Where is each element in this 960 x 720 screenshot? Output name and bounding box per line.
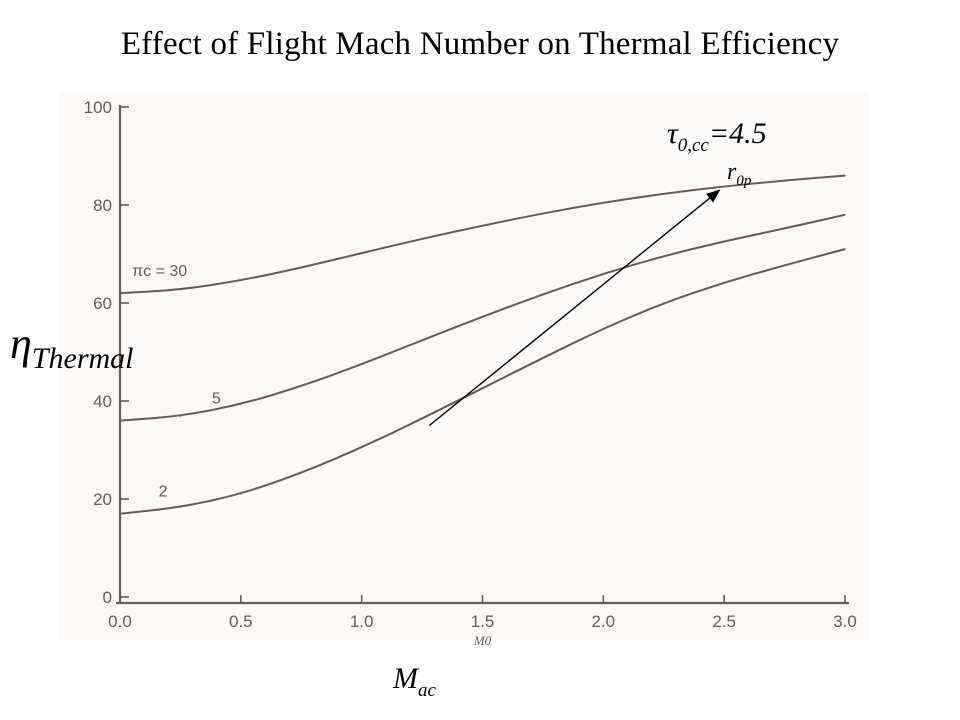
series-point-1 — [723, 240, 725, 242]
series-point-0 — [783, 179, 786, 182]
x-tick-label: 0.0 — [108, 612, 132, 631]
series-point-0 — [723, 185, 725, 187]
series-point-2 — [361, 446, 363, 449]
series-point-2 — [240, 493, 242, 495]
series-point-1 — [300, 385, 302, 387]
r-symbol: r — [727, 159, 737, 185]
series-point-2 — [783, 264, 786, 266]
series-point-0 — [602, 201, 604, 204]
r-subscript: 0p — [736, 173, 752, 189]
series-point-1 — [179, 415, 182, 417]
series-point-0 — [663, 193, 665, 195]
x-axis-title: M0 — [473, 633, 492, 648]
series-line-1 — [119, 213, 846, 422]
series-point-2 — [602, 327, 604, 330]
tau-value: =4.5 — [708, 117, 767, 150]
series-point-1 — [602, 273, 604, 275]
series-point-1 — [663, 255, 665, 257]
series-point-0 — [300, 267, 302, 269]
curve-annotation: 2 — [159, 484, 168, 501]
x-tick-label: 1.0 — [350, 612, 374, 631]
series-point-1 — [783, 227, 786, 230]
eta-subscript: Thermal — [31, 342, 134, 375]
series-point-0 — [179, 289, 182, 291]
series-point-1 — [421, 339, 423, 341]
mach-subscript: ac — [418, 680, 436, 701]
series-point-2 — [421, 418, 423, 420]
series-point-1 — [542, 293, 544, 295]
curve-annotation: 5 — [212, 390, 221, 407]
series-point-2 — [542, 357, 544, 359]
series-point-2 — [119, 513, 121, 515]
eta-symbol: η — [10, 319, 32, 368]
tau-subscript: 0,cc — [677, 135, 709, 156]
series-point-1 — [844, 214, 846, 216]
series-point-1 — [240, 403, 242, 406]
y-tick-label: 60 — [93, 294, 112, 313]
y-tick-label: 40 — [93, 392, 112, 411]
slide-title: Effect of Flight Mach Number on Thermal … — [120, 26, 840, 62]
scan-background — [58, 92, 870, 640]
series-point-2 — [179, 506, 182, 508]
series-point-0 — [481, 224, 484, 227]
series-point-2 — [663, 302, 665, 304]
mach-label: Mac — [393, 662, 436, 702]
series-point-2 — [300, 472, 302, 474]
series-point-0 — [240, 279, 242, 282]
series-point-2 — [723, 281, 725, 284]
x-tick-label: 0.5 — [229, 612, 253, 631]
tau-symbol: τ — [667, 117, 678, 150]
tau-label: τ0,cc=4.5 — [667, 117, 767, 157]
x-tick-label: 2.0 — [592, 612, 616, 631]
series-point-1 — [119, 420, 121, 422]
series-point-1 — [481, 316, 484, 318]
eta-thermal-label: ηThermal — [10, 318, 134, 376]
series-point-0 — [119, 292, 121, 294]
series-point-0 — [542, 212, 544, 214]
series-point-0 — [421, 238, 423, 240]
trend-arrow — [428, 189, 721, 427]
y-tick-label: 80 — [93, 196, 112, 215]
series-point-0 — [361, 252, 363, 254]
series-point-2 — [844, 248, 846, 250]
series-point-1 — [361, 363, 363, 365]
x-tick-label: 1.5 — [471, 612, 495, 631]
r-label: r0p — [727, 159, 751, 190]
series-point-2 — [481, 387, 484, 389]
x-tick-label: 2.5 — [712, 612, 736, 631]
y-tick-label: 20 — [93, 490, 112, 509]
curve-annotation: πc = 30 — [132, 263, 187, 280]
mach-symbol: M — [393, 662, 418, 695]
y-tick-label: 100 — [84, 98, 112, 117]
series-point-0 — [844, 175, 846, 177]
y-tick-label: 0 — [103, 588, 112, 607]
x-tick-label: 3.0 — [833, 612, 857, 631]
